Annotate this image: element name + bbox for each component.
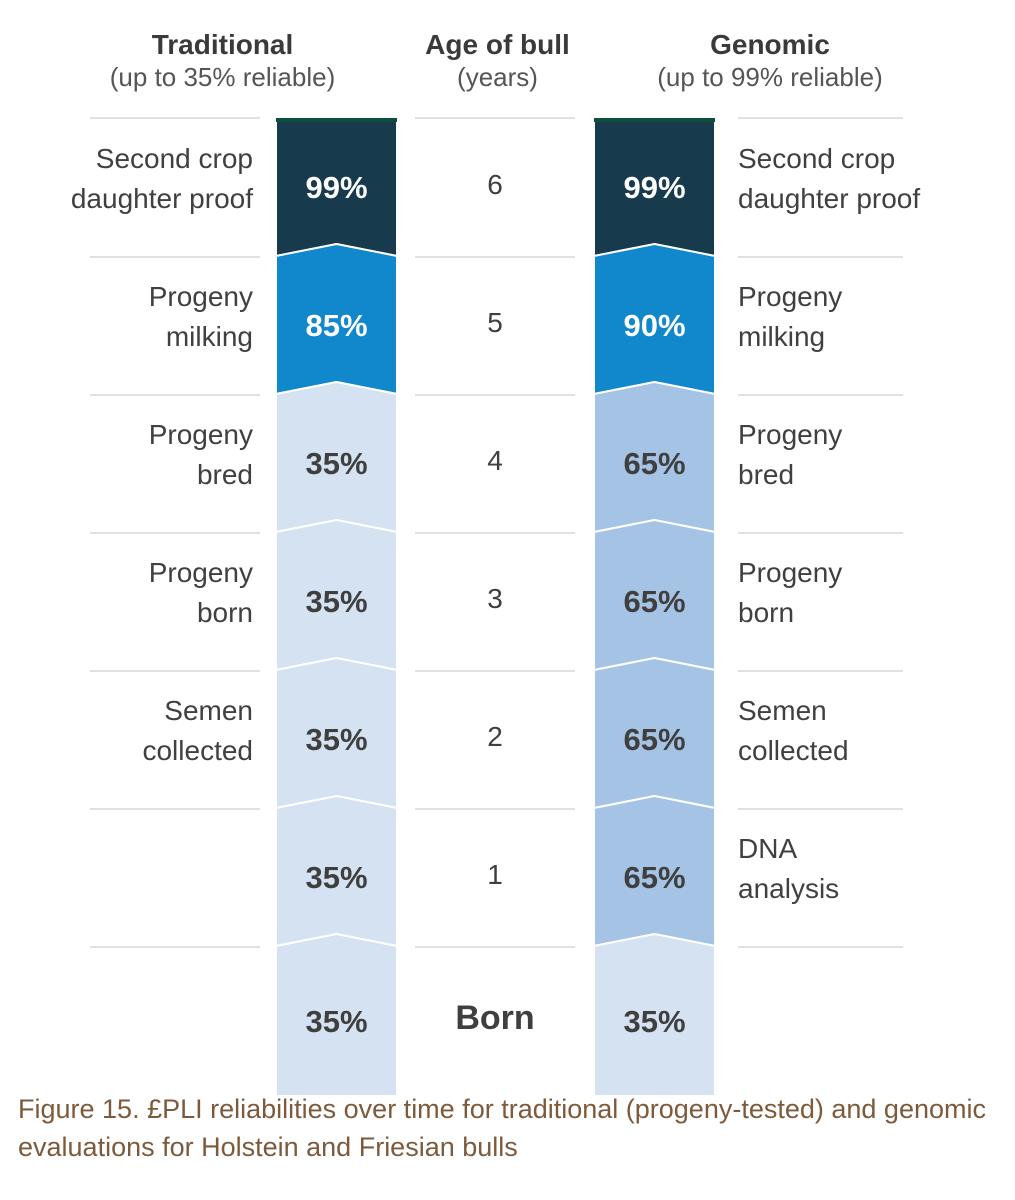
genomic-reliability-value: 65% [623,722,685,757]
traditional-stage-label: Semen collected [142,695,253,766]
genomic-header: Genomic (up to 99% reliable) [620,28,920,93]
separator-line [90,808,260,810]
traditional-title: Traditional [151,29,294,60]
genomic-stage-label: Progeny milking [738,281,843,352]
separator-line [90,670,260,672]
age-header: Age of bull (years) [400,28,595,93]
traditional-reliability-value: 99% [305,170,367,205]
traditional-stage-label: Progeny born [148,557,253,628]
separator-line [415,532,575,534]
figure-caption: Figure 15. £PLI reliabilities over time … [18,1094,986,1162]
age-title: Age of bull [425,29,570,60]
separator-line [738,532,903,534]
separator-line [738,117,903,119]
traditional-stage-label: Second crop daughter proof [70,143,253,214]
age-label: 4 [487,445,503,476]
genomic-stage-label: DNA analysis [738,833,840,904]
genomic-bar-segment [593,932,716,1097]
genomic-stage-label: Second crop daughter proof [738,143,921,214]
separator-line [415,808,575,810]
separator-line [415,670,575,672]
separator-line [738,808,903,810]
separator-line [90,946,260,948]
traditional-subtitle: (up to 35% reliable) [109,61,336,92]
age-label: 1 [487,859,503,890]
traditional-stage-label: Progeny bred [148,419,253,490]
genomic-reliability-value: 65% [623,860,685,895]
traditional-reliability-value: 35% [305,446,367,481]
genomic-reliability-value: 35% [623,1004,685,1039]
traditional-stage-label: Progeny milking [148,281,253,352]
age-label: 6 [487,169,503,200]
genomic-stage-label: Progeny bred [738,419,843,490]
bar-top-accent [594,118,715,122]
separator-line [90,117,260,119]
traditional-reliability-value: 35% [305,722,367,757]
genomic-subtitle: (up to 99% reliable) [657,61,883,92]
genomic-stage-label: Semen collected [738,695,849,766]
traditional-reliability-value: 35% [305,860,367,895]
separator-line [738,670,903,672]
genomic-reliability-value: 65% [623,446,685,481]
age-label: Born [455,999,535,1037]
traditional-reliability-value: 35% [305,1004,367,1039]
bar-top-accent [276,118,397,122]
traditional-header: Traditional (up to 35% reliable) [60,28,385,93]
age-label: 2 [487,721,503,752]
genomic-reliability-value: 65% [623,584,685,619]
age-label: 5 [487,307,503,338]
separator-line [415,394,575,396]
separator-line [90,394,260,396]
separator-line [738,256,903,258]
genomic-title: Genomic [710,29,830,60]
separator-line [738,394,903,396]
separator-line [90,532,260,534]
separator-line [415,256,575,258]
genomic-reliability-value: 99% [623,170,685,205]
separator-line [415,117,575,119]
separator-line [415,946,575,948]
separator-line [90,256,260,258]
age-subtitle: (years) [457,61,538,92]
traditional-reliability-value: 85% [305,308,367,343]
age-label: 3 [487,583,503,614]
genomic-reliability-value: 90% [623,308,685,343]
genomic-stage-label: Progeny born [738,557,843,628]
separator-line [738,946,903,948]
traditional-reliability-value: 35% [305,584,367,619]
traditional-bar-segment [275,932,398,1097]
